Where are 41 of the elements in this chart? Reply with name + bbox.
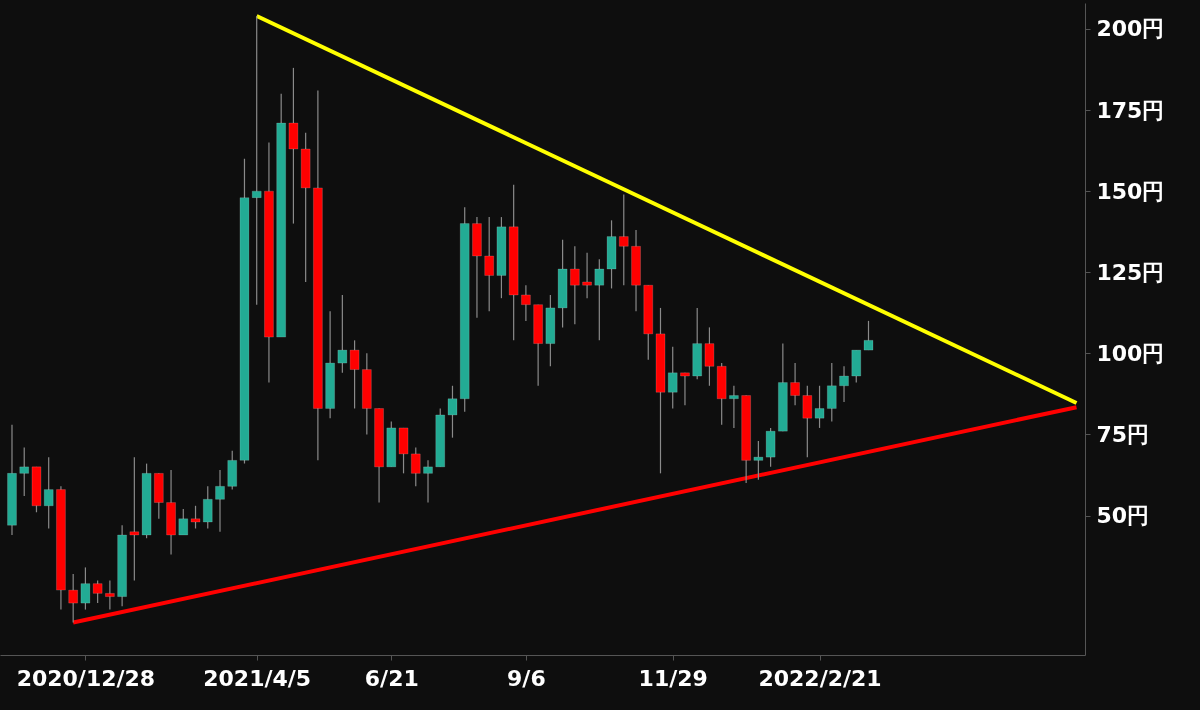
candlestick [704,326,715,387]
candlestick [203,485,213,530]
y-tick-label: 100円 [1096,340,1165,366]
x-tick-label: 9/6 [507,665,546,691]
y-tick-label: 125円 [1096,259,1165,285]
x-tick-label: 6/21 [364,665,419,691]
y-tick-label: 200円 [1096,16,1165,42]
x-tick-label: 2021/4/5 [203,665,312,691]
candlestick [423,459,433,504]
candlestick [178,508,188,536]
candlestick [814,385,825,429]
y-tick-label: 175円 [1096,97,1165,123]
candlestick [19,446,29,497]
x-tick-label: 2022/2/21 [758,665,882,691]
y-tick-label: 150円 [1096,178,1165,204]
candlestick [484,216,494,312]
candlestick [521,284,531,322]
candlestick [802,385,813,458]
candlestick [252,15,262,306]
candlestick [44,456,54,530]
y-tick-label: 50円 [1096,503,1150,529]
candlestick [411,446,421,487]
candlestick [863,320,874,351]
candlestick [447,385,458,439]
candlestick [680,372,690,406]
x-tick-label: 11/29 [638,665,708,691]
candlestick [582,252,592,299]
candlestick [839,365,849,403]
candlestick [790,362,800,406]
y-tick-label: 75円 [1096,421,1150,447]
candlestick [668,346,678,410]
candlestick [129,456,140,581]
candlestick [190,505,201,530]
candlestick [570,245,580,325]
candlestick [594,258,605,341]
candlestick [729,385,739,429]
x-tick-label: 2020/12/28 [16,665,156,691]
candlestick [827,362,837,423]
candlestick [619,193,629,286]
candlestick [215,469,225,533]
candlestick [105,579,115,611]
